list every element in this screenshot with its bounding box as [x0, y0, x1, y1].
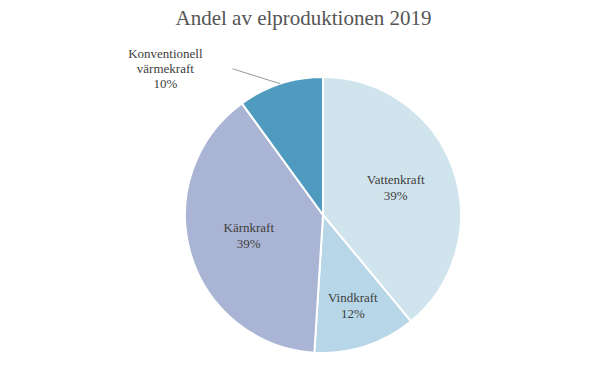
- svg-text:Kärnkraft: Kärnkraft: [224, 220, 275, 235]
- svg-text:12%: 12%: [341, 306, 365, 321]
- svg-text:värmekraft: värmekraft: [137, 61, 194, 76]
- svg-text:39%: 39%: [237, 236, 261, 251]
- html-text:Andel av elproduktionen 2019: Andel av elproduktionen 2019: [175, 6, 432, 30]
- svg-text:Vindkraft: Vindkraft: [328, 290, 378, 305]
- svg-text:10%: 10%: [153, 76, 177, 91]
- svg-text:Konventionell: Konventionell: [128, 46, 203, 61]
- svg-text:39%: 39%: [384, 188, 408, 203]
- svg-text:Vattenkraft: Vattenkraft: [367, 172, 425, 187]
